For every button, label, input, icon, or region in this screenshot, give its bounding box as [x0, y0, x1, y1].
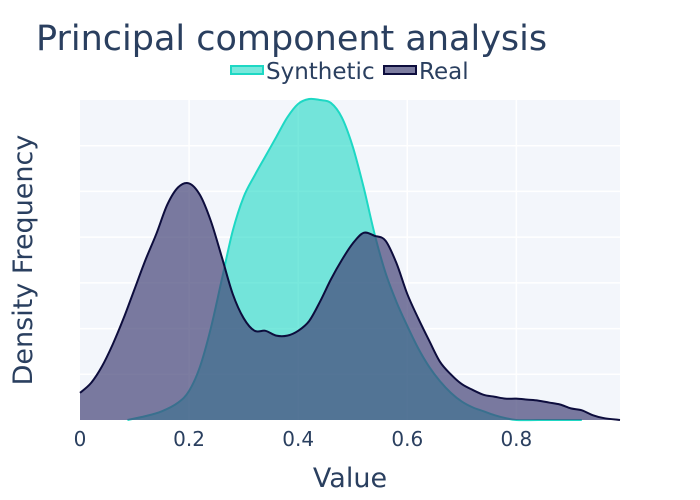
series-real [79, 181, 621, 421]
series-real-area [80, 182, 620, 420]
x-tick-label: 0 [74, 427, 87, 451]
x-tick-labels: 0 0.2 0.4 0.6 0.8 [74, 427, 533, 451]
x-axis-title: Value [313, 463, 387, 494]
legend-item-real[interactable]: Real [383, 59, 469, 85]
x-tick-label: 0.8 [500, 427, 532, 451]
x-tick-label: 0.2 [173, 427, 205, 451]
series-areas [79, 97, 621, 422]
x-tick-label: 0.4 [282, 427, 314, 451]
y-axis-title: Density Frequency [8, 135, 39, 386]
legend-swatch-synthetic [230, 65, 264, 75]
legend-swatch-real [383, 65, 417, 75]
series-real-line [79, 181, 621, 421]
chart-title: Principal component analysis [36, 19, 547, 59]
x-tick-label: 0.6 [391, 427, 423, 451]
legend-label-real: Real [419, 59, 469, 85]
legend-label-synthetic: Synthetic [266, 59, 375, 85]
legend-item-synthetic[interactable]: Synthetic [230, 59, 375, 85]
legend: Synthetic Real [230, 59, 469, 85]
